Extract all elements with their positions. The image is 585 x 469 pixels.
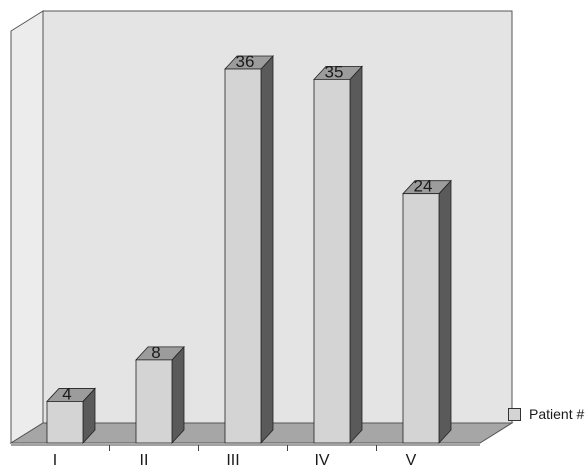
legend-swatch <box>508 407 521 421</box>
data-labels: 4 8 36 35 24 <box>62 52 432 403</box>
bar-side <box>260 54 274 445</box>
legend: Patient # <box>508 404 584 424</box>
data-label-IV: 35 <box>325 62 344 81</box>
x-tick-label-III: III <box>226 452 239 469</box>
data-label-II: 8 <box>151 343 160 362</box>
bar-front <box>402 193 440 444</box>
x-tick-label-V: V <box>406 452 417 469</box>
bar-III <box>224 54 274 445</box>
bar-front <box>135 359 173 444</box>
legend-label: Patient # <box>529 406 585 422</box>
data-label-III: 36 <box>236 52 255 71</box>
bar-side <box>438 179 452 445</box>
x-tick-label-II: II <box>140 452 149 469</box>
bars <box>46 54 452 445</box>
bar-side <box>349 65 363 445</box>
bar-front <box>313 78 351 444</box>
bar-front <box>224 68 262 444</box>
bar-I <box>46 387 96 445</box>
bar-front <box>46 401 84 444</box>
x-axis: I II III IV V <box>11 444 480 469</box>
x-tick-label-IV: IV <box>314 452 329 469</box>
bar-V <box>402 179 452 445</box>
data-label-I: 4 <box>62 384 71 403</box>
x-tick-label-I: I <box>53 452 57 469</box>
bar-side <box>171 345 185 445</box>
side-wall <box>10 10 44 444</box>
data-label-V: 24 <box>414 177 433 196</box>
bar-IV <box>313 65 363 445</box>
bar-II <box>135 345 185 445</box>
